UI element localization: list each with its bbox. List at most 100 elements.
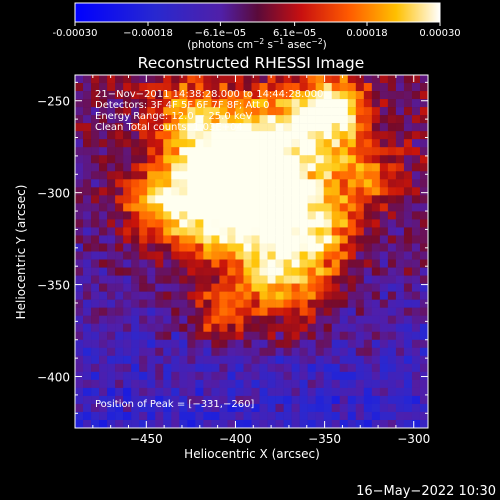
heatmap-cell <box>115 83 124 92</box>
heatmap-cell <box>419 363 428 373</box>
heatmap-cell <box>219 211 228 220</box>
heatmap-cell <box>363 371 373 381</box>
heatmap-cell <box>155 331 164 341</box>
heatmap-cell <box>403 347 413 357</box>
heatmap-cell <box>395 83 405 92</box>
heatmap-cell <box>91 91 100 100</box>
heatmap-cell <box>275 107 284 116</box>
heatmap-cell <box>371 227 381 236</box>
heatmap-cell <box>347 75 357 84</box>
heatmap-cell <box>315 379 324 389</box>
colorbar-tick-label: 0.00018 <box>346 28 387 39</box>
heatmap-cell <box>283 219 292 228</box>
heatmap-cell <box>299 139 308 148</box>
heatmap-cell <box>363 331 373 341</box>
heatmap-cell <box>323 251 333 260</box>
heatmap-cell <box>331 403 341 413</box>
heatmap-cell <box>387 243 397 252</box>
heatmap-cell <box>75 323 84 333</box>
heatmap-cell <box>291 275 300 284</box>
heatmap-cell <box>331 355 341 365</box>
heatmap-cell <box>203 363 212 373</box>
heatmap-cell <box>195 107 204 116</box>
heatmap-cell <box>171 395 180 405</box>
heatmap-cell <box>195 315 204 324</box>
heatmap-cell <box>339 155 349 164</box>
heatmap-cell <box>235 91 244 100</box>
heatmap-cell <box>251 283 260 292</box>
heatmap-cell <box>363 131 373 140</box>
heatmap-cell <box>331 107 341 116</box>
heatmap-cell <box>283 315 292 324</box>
heatmap-cell <box>171 419 180 428</box>
heatmap-cell <box>171 283 180 292</box>
heatmap-cell <box>211 211 220 220</box>
heatmap-cell <box>363 107 373 116</box>
heatmap-cell <box>179 283 188 292</box>
heatmap-cell <box>219 203 228 212</box>
heatmap-cell <box>91 259 100 268</box>
heatmap-cell <box>91 299 100 308</box>
heatmap-cell <box>379 291 389 300</box>
heatmap-cell <box>115 179 124 188</box>
heatmap-cell <box>267 291 276 300</box>
heatmap-cell <box>227 227 236 236</box>
heatmap-cell <box>379 419 389 428</box>
heatmap-cell <box>75 411 84 421</box>
heatmap-cell <box>315 75 324 84</box>
heatmap-cell <box>91 235 100 244</box>
heatmap-cell <box>251 363 260 373</box>
heatmap-cell <box>315 99 324 108</box>
heatmap-cell <box>283 227 292 236</box>
heatmap-cell <box>107 251 116 260</box>
heatmap-cell <box>203 203 212 212</box>
heatmap-cell <box>371 307 381 316</box>
heatmap-cell <box>379 139 389 148</box>
heatmap-cell <box>171 323 180 333</box>
heatmap-cell <box>411 123 421 132</box>
heatmap-cell <box>275 195 284 204</box>
heatmap-cell <box>203 163 212 172</box>
heatmap-cell <box>411 227 421 236</box>
heatmap-cell <box>243 403 252 413</box>
heatmap-cell <box>219 235 228 244</box>
heatmap-cell <box>251 315 260 324</box>
heatmap-cell <box>123 99 132 108</box>
heatmap-cell <box>387 395 397 405</box>
heatmap-cell <box>283 91 292 100</box>
heatmap-cell <box>307 99 316 108</box>
heatmap-cell <box>203 275 212 284</box>
heatmap-cell <box>83 291 92 300</box>
heatmap-cell <box>187 283 196 292</box>
heatmap-cell <box>235 75 244 84</box>
heatmap-cell <box>267 419 276 428</box>
heatmap-cell <box>203 291 212 300</box>
heatmap-cell <box>275 363 284 373</box>
heatmap-cell <box>307 163 316 172</box>
heatmap-cell <box>131 131 140 140</box>
heatmap-cell <box>211 331 220 341</box>
heatmap-cell <box>299 323 308 333</box>
heatmap-cell <box>211 371 220 381</box>
heatmap-cell <box>227 211 236 220</box>
heatmap-cell <box>195 275 204 284</box>
heatmap-cell <box>387 259 397 268</box>
heatmap-cell <box>187 363 196 373</box>
heatmap-cell <box>163 323 172 333</box>
heatmap-cell <box>379 203 389 212</box>
heatmap-cell <box>267 363 276 373</box>
heatmap-cell <box>123 107 132 116</box>
heatmap-cell <box>339 131 349 140</box>
heatmap-cell <box>315 299 324 308</box>
heatmap-cell <box>331 291 341 300</box>
heatmap-cell <box>419 235 428 244</box>
heatmap-cell <box>251 171 260 180</box>
heatmap-cell <box>371 379 381 389</box>
heatmap-cell <box>395 355 405 365</box>
heatmap-cell <box>355 219 365 228</box>
heatmap-cell <box>411 203 421 212</box>
heatmap-cell <box>123 179 132 188</box>
heatmap-cell <box>195 75 204 84</box>
heatmap-cell <box>179 355 188 365</box>
heatmap-cell <box>83 363 92 373</box>
